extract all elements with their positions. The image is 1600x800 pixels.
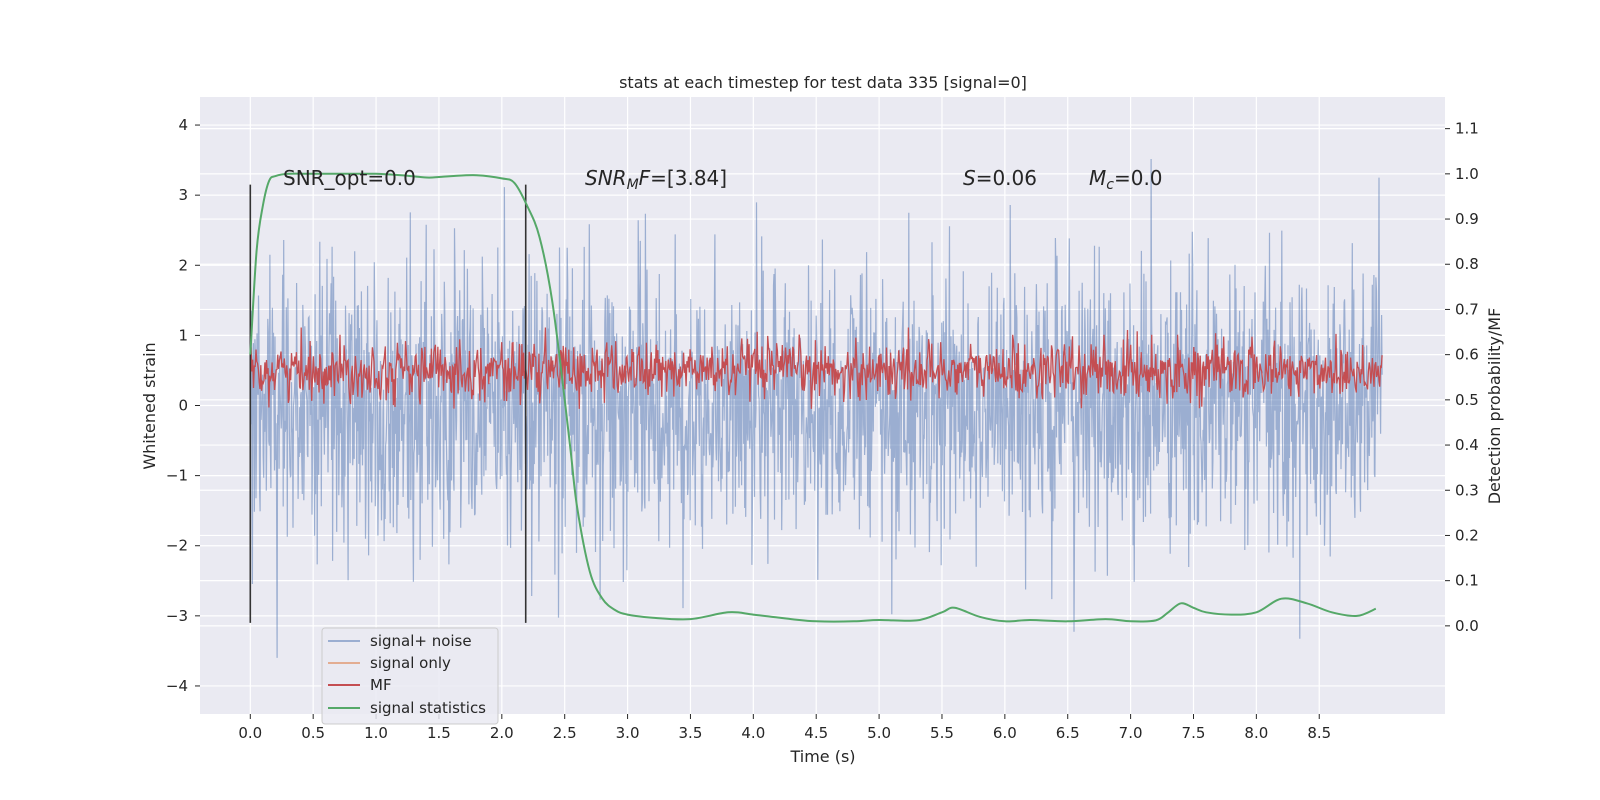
annotation-s: S=0.06 [963,166,1037,190]
y-right-tick-label: 0.6 [1455,346,1479,364]
x-tick-label: 1.5 [427,724,451,742]
annotation-mc: Mc=0.0 [1089,166,1163,193]
y-left-tick-label: −2 [166,537,188,555]
annotation-mc-symbol: M [1089,166,1106,190]
x-tick-label: 6.0 [993,724,1017,742]
x-tick-label: 7.0 [1119,724,1143,742]
x-tick-label: 1.0 [364,724,388,742]
y-right-tick-label: 0.5 [1455,391,1479,409]
y-left-tick-label: 3 [178,186,188,204]
y-left-tick-label: 2 [178,256,188,274]
vertical-markers [249,184,527,623]
y-right-tick-label: 0.3 [1455,481,1479,499]
y-right-tick-label: 0.8 [1455,255,1479,273]
signal-statistics-series [249,172,1377,623]
y-left-tick-label: −1 [166,467,188,485]
y-right-tick-label: 1.0 [1455,165,1479,183]
annotation-snr-mf-symbol2: F [639,166,651,190]
x-tick-label: 8.0 [1244,724,1268,742]
chart-title: stats at each timestep for test data 335… [619,73,1027,92]
y-right-tick-label: 0.4 [1455,436,1479,454]
signal-noise-line [249,158,1383,658]
legend-label-signal-noise: signal+ noise [370,632,472,650]
annotation-mc-subscript: c [1106,177,1114,193]
annotation-snr-mf-subscript: M [627,177,639,193]
y-right-tick-label: 0.7 [1455,300,1479,318]
signal-statistics-line [249,172,1377,623]
x-tick-label: 7.5 [1182,724,1206,742]
y-right-tick-label: 1.1 [1455,120,1479,138]
annotation-s-symbol: S [963,166,976,190]
x-axis-label: Time (s) [789,747,855,766]
x-tick-label: 3.5 [679,724,703,742]
y-left-tick-label: 1 [178,326,188,344]
x-tick-label: 5.5 [930,724,954,742]
annotation-snr-mf-value: =[3.84] [650,166,727,190]
mf-series [249,327,1383,409]
annotation-mc-value: =0.0 [1114,166,1163,190]
y-right-tick-label: 0.2 [1455,526,1479,544]
legend-label-signal-only: signal only [370,654,451,672]
x-tick-label: 4.5 [804,724,828,742]
legend: signal+ noise signal only MF signal stat… [321,627,499,725]
y-right-axis-ticks: 1.1 1.0 0.9 0.8 0.7 0.6 0.5 0.4 0.3 0.2 0.1 0.0 [1445,120,1479,635]
y-left-tick-label: 4 [178,116,188,134]
legend-label-mf: MF [370,676,392,694]
y-right-axis-label: Detection probability/MF [1485,308,1504,505]
y-right-tick-label: 0.0 [1455,617,1479,635]
mf-line [249,327,1383,409]
x-tick-label: 0.5 [301,724,325,742]
annotation-snr-mf: SNRMF=[3.84] [585,166,727,193]
x-tick-label: 8.5 [1307,724,1331,742]
y-left-tick-label: −3 [166,607,188,625]
annotation-snr-opt: SNR_opt=0.0 [283,166,416,190]
x-tick-label: 6.5 [1056,724,1080,742]
annotation-snr-mf-symbol: SNR [585,166,627,190]
x-tick-label: 0.0 [238,724,262,742]
x-tick-label: 3.0 [616,724,640,742]
annotation-s-value: =0.06 [976,166,1037,190]
y-left-axis-label: Whitened strain [140,342,159,469]
y-left-tick-label: −4 [166,677,188,695]
x-axis-ticks: 0.0 0.5 1.0 1.5 2.0 2.5 3.0 3.5 4.0 4.5 5.0 5.5 6.0 6… [238,714,1331,742]
x-tick-label: 4.0 [741,724,765,742]
legend-label-signal-statistics: signal statistics [370,699,486,717]
y-left-tick-label: 0 [178,397,188,415]
y-right-tick-label: 0.9 [1455,210,1479,228]
y-left-axis-ticks: 4 3 2 1 0 −1 −2 −3 −4 [166,116,200,695]
signal-noise-series [249,158,1383,658]
x-tick-label: 2.0 [490,724,514,742]
x-tick-label: 2.5 [553,724,577,742]
legend-box [321,627,499,725]
x-tick-label: 5.0 [867,724,891,742]
y-right-tick-label: 0.1 [1455,572,1479,590]
